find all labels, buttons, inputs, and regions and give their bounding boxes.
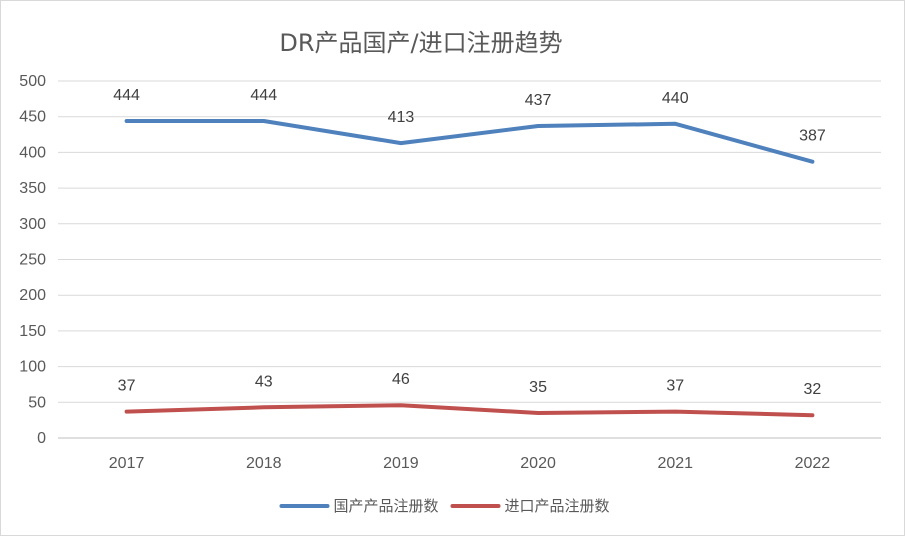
x-tick-label: 2017 <box>109 455 145 472</box>
y-tick-label: 300 <box>19 216 46 233</box>
x-tick-label: 2018 <box>246 455 282 472</box>
legend-label-2: 进口产品注册数 <box>505 497 610 515</box>
x-tick-label: 2022 <box>795 455 831 472</box>
data-label: 440 <box>662 90 689 107</box>
data-label: 37 <box>118 378 136 395</box>
data-label: 387 <box>799 128 826 145</box>
data-label: 32 <box>804 381 822 398</box>
y-tick-label: 250 <box>19 252 46 269</box>
y-tick-label: 450 <box>19 109 46 126</box>
y-tick-label: 500 <box>19 73 46 90</box>
x-tick-label: 2020 <box>520 455 556 472</box>
series-layer <box>124 119 815 418</box>
data-label: 444 <box>113 87 140 104</box>
data-label: 437 <box>525 92 552 109</box>
data-label: 35 <box>529 379 547 396</box>
data-label: 444 <box>250 87 277 104</box>
data-label: 413 <box>388 109 415 126</box>
y-tick-label: 400 <box>19 144 46 161</box>
x-tick-label: 2019 <box>383 455 419 472</box>
chart-title: DR产品国产/进口注册趋势 <box>279 29 562 57</box>
data-label: 46 <box>392 371 410 388</box>
data-label: 37 <box>666 378 684 395</box>
y-tick-label: 50 <box>28 394 46 411</box>
legend: 国产产品注册数 进口产品注册数 <box>279 497 610 515</box>
y-tick-label: 0 <box>37 430 46 447</box>
axis-layer: 0 50 100 150 200 250 300 350 400 450 500 2017 2018 20… <box>19 73 830 472</box>
y-tick-label: 200 <box>19 287 46 304</box>
data-label: 43 <box>255 373 273 390</box>
y-tick-label: 350 <box>19 180 46 197</box>
series-line-1 <box>124 119 815 164</box>
x-tick-label: 2021 <box>657 455 693 472</box>
y-tick-label: 150 <box>19 323 46 340</box>
legend-label-1: 国产产品注册数 <box>334 497 439 515</box>
grid-layer <box>58 80 881 439</box>
y-tick-label: 100 <box>19 359 46 376</box>
data-label-layer: 444 444 413 437 440 387 37 43 46 35 37 32 <box>113 87 826 398</box>
series-line-2 <box>124 403 815 418</box>
